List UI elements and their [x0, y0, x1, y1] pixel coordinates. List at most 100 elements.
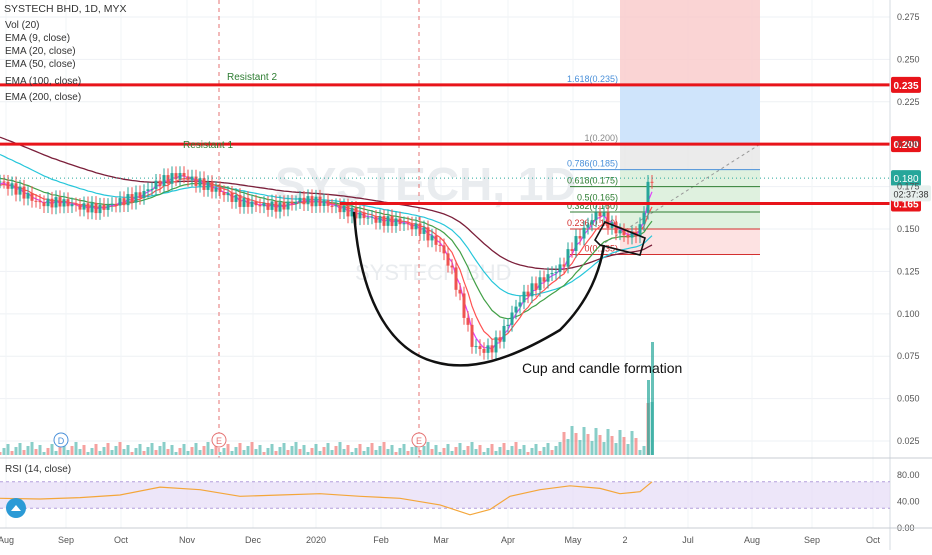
volume-bar [270, 444, 274, 455]
volume-bar [602, 442, 606, 455]
volume-bar [606, 429, 610, 455]
volume-bar [274, 451, 278, 455]
volume-bar [130, 452, 134, 455]
volume-bar [366, 447, 370, 455]
volume-bar [450, 451, 454, 455]
candle-body [606, 212, 610, 228]
price-level-tag [891, 136, 921, 153]
candle-body [518, 302, 522, 307]
volume-bar [262, 452, 266, 455]
rsi-legend[interactable]: RSI (14, close) [5, 464, 72, 475]
volume-bar [566, 439, 570, 455]
volume-bar [106, 443, 110, 455]
volume-bar [218, 452, 222, 455]
candle-body [466, 317, 470, 325]
event-marker [211, 432, 227, 448]
brand-logo-icon[interactable] [6, 498, 26, 518]
candle-body [0, 181, 2, 183]
volume-bar [42, 452, 46, 455]
legend-ema20[interactable]: EMA (20, close) [5, 46, 76, 57]
volume-bar [354, 448, 358, 455]
time-tick-label: 2020 [306, 535, 326, 545]
volume-bar [266, 448, 270, 455]
volume-bar [474, 449, 478, 455]
candle-body [278, 202, 282, 212]
price-level-label: 0.200 [893, 140, 918, 151]
volume-bar [578, 440, 582, 455]
time-tick-label: Aug [744, 535, 760, 545]
candle-body [346, 205, 350, 217]
candle-body [426, 227, 430, 241]
candle-body [286, 201, 290, 210]
candle-body [114, 203, 118, 206]
candle-body [50, 198, 54, 208]
volume-bar [210, 449, 214, 455]
legend-ema50[interactable]: EMA (50, close) [5, 59, 76, 70]
volume-bar [382, 442, 386, 455]
volume-bar [30, 442, 34, 455]
volume-bar [22, 450, 26, 455]
candle-body [638, 224, 642, 237]
fib-zone [620, 144, 760, 170]
volume-bar [614, 443, 618, 455]
candle-body [274, 201, 278, 212]
candle-body [194, 176, 198, 186]
candle-body [566, 249, 570, 267]
time-tick-label: Oct [114, 535, 129, 545]
candle-body [510, 312, 514, 325]
volume-bar [86, 452, 90, 455]
candle-body [554, 272, 558, 274]
candle-body [202, 178, 206, 190]
candle-body [578, 236, 582, 239]
price-tick-label: 0.025 [897, 436, 920, 446]
candle-body [258, 205, 262, 207]
candle-body [218, 187, 222, 192]
price-tick-label: 0.100 [897, 309, 920, 319]
price-tick-label: 0.175 [897, 182, 920, 192]
candle-body [10, 183, 14, 189]
current-price-label: 0.180 [893, 174, 918, 185]
volume-bar [50, 444, 54, 455]
volume-bar [138, 444, 142, 455]
candle-body [370, 216, 374, 218]
volume-bar [482, 452, 486, 455]
volume-bar [494, 451, 498, 455]
candle-body [282, 202, 286, 210]
legend-ema100[interactable]: EMA (100, close) [5, 76, 82, 87]
time-tick-label: Feb [373, 535, 389, 545]
volume-bar [102, 447, 106, 455]
legend-ema9[interactable]: EMA (9, close) [5, 33, 71, 44]
volume-bar [166, 449, 170, 455]
volume-bar [202, 446, 206, 455]
candle-body [34, 200, 38, 202]
volume-bar [622, 437, 626, 455]
volume-bar [334, 446, 338, 455]
volume-bar [642, 446, 646, 455]
candle-body [382, 216, 386, 226]
candle-body [482, 349, 486, 353]
time-tick-label: Oct [866, 535, 881, 545]
rsi-tick-label: 40.00 [897, 497, 920, 507]
time-tick-label: Mar [433, 535, 449, 545]
candle-body [418, 223, 422, 234]
candle-body [546, 274, 550, 282]
candle-body [122, 198, 126, 206]
candle-body [422, 227, 426, 234]
volume-bar [594, 428, 598, 455]
candle-body [118, 198, 122, 206]
volume-bar [326, 443, 330, 455]
candle-body [294, 202, 298, 204]
candle-body [22, 186, 26, 199]
volume-bar [286, 450, 290, 455]
event-label: E [416, 436, 422, 446]
volume-bar [574, 433, 578, 455]
candle-body [506, 324, 510, 326]
volume-bar [194, 443, 198, 455]
legend-vol[interactable]: Vol (20) [5, 20, 40, 31]
legend-ema200[interactable]: EMA (200, close) [5, 92, 82, 103]
volume-bar [186, 451, 190, 455]
volume-bar [374, 450, 378, 455]
volume-bar [290, 446, 294, 455]
candle-body [502, 325, 506, 342]
